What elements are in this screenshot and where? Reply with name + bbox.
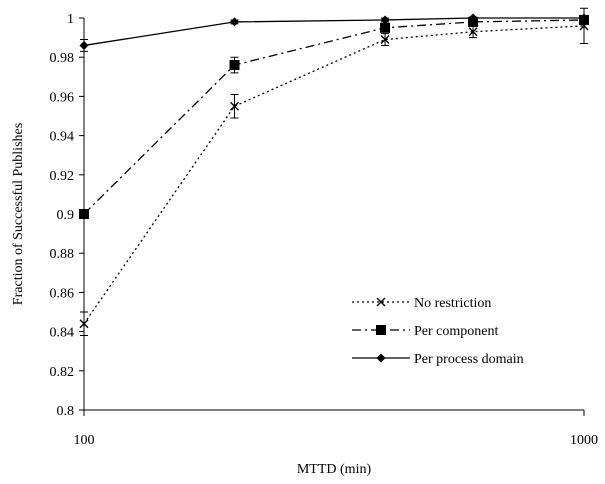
series-layer [79, 7, 589, 337]
legend: No restriction Per component Per process d… [352, 296, 524, 367]
legend-label: No restriction [414, 296, 491, 311]
series-per-process-domain [79, 13, 589, 52]
data-point [79, 40, 89, 50]
data-point [79, 319, 89, 329]
y-axis-title: Fraction of Successful Publishes [11, 123, 26, 305]
legend-marker [376, 325, 386, 335]
legend-label: Per component [414, 324, 498, 339]
y-ticks: 0.8 0.82 0.84 0.86 0.88 0.9 0.92 0.94 0.96 0.98 1 [50, 12, 84, 419]
y-tick-label: 0.8 [57, 404, 75, 419]
y-tick-label: 0.9 [57, 208, 75, 223]
series-line [83, 17, 584, 47]
data-point [579, 13, 589, 23]
series-line [83, 19, 585, 215]
y-tick-label: 0.98 [50, 51, 75, 66]
series-per-component [79, 14, 589, 219]
y-tick-label: 1 [67, 12, 74, 27]
data-point [230, 17, 240, 27]
data-point [230, 101, 240, 111]
y-tick-label: 0.88 [50, 247, 75, 262]
x-axis-title: MTTD (min) [297, 462, 372, 477]
data-point [380, 35, 390, 45]
data-point [380, 15, 390, 25]
legend-marker [376, 353, 386, 363]
legend-label: Per process domain [414, 352, 524, 367]
legend-entry: Per process domain [352, 352, 524, 367]
legend-entry: No restriction [352, 296, 491, 311]
legend-marker [376, 297, 386, 307]
y-tick-label: 0.94 [50, 130, 75, 145]
data-point [79, 209, 89, 219]
x-tick-label: 1000 [570, 433, 598, 448]
x-tick-label: 100 [74, 433, 95, 448]
data-point [468, 13, 478, 23]
series-line [83, 25, 585, 325]
y-tick-label: 0.82 [50, 365, 75, 380]
data-point [380, 22, 391, 33]
data-point [229, 60, 240, 71]
y-tick-label: 0.86 [50, 286, 75, 301]
y-tick-label: 0.92 [50, 169, 75, 184]
y-tick-label: 0.96 [50, 90, 75, 105]
legend-entry: Per component [352, 324, 498, 339]
data-point [468, 27, 478, 37]
series-no-restriction [79, 7, 589, 337]
x-ticks: 100 1000 [74, 410, 598, 448]
y-tick-label: 0.84 [50, 326, 75, 341]
